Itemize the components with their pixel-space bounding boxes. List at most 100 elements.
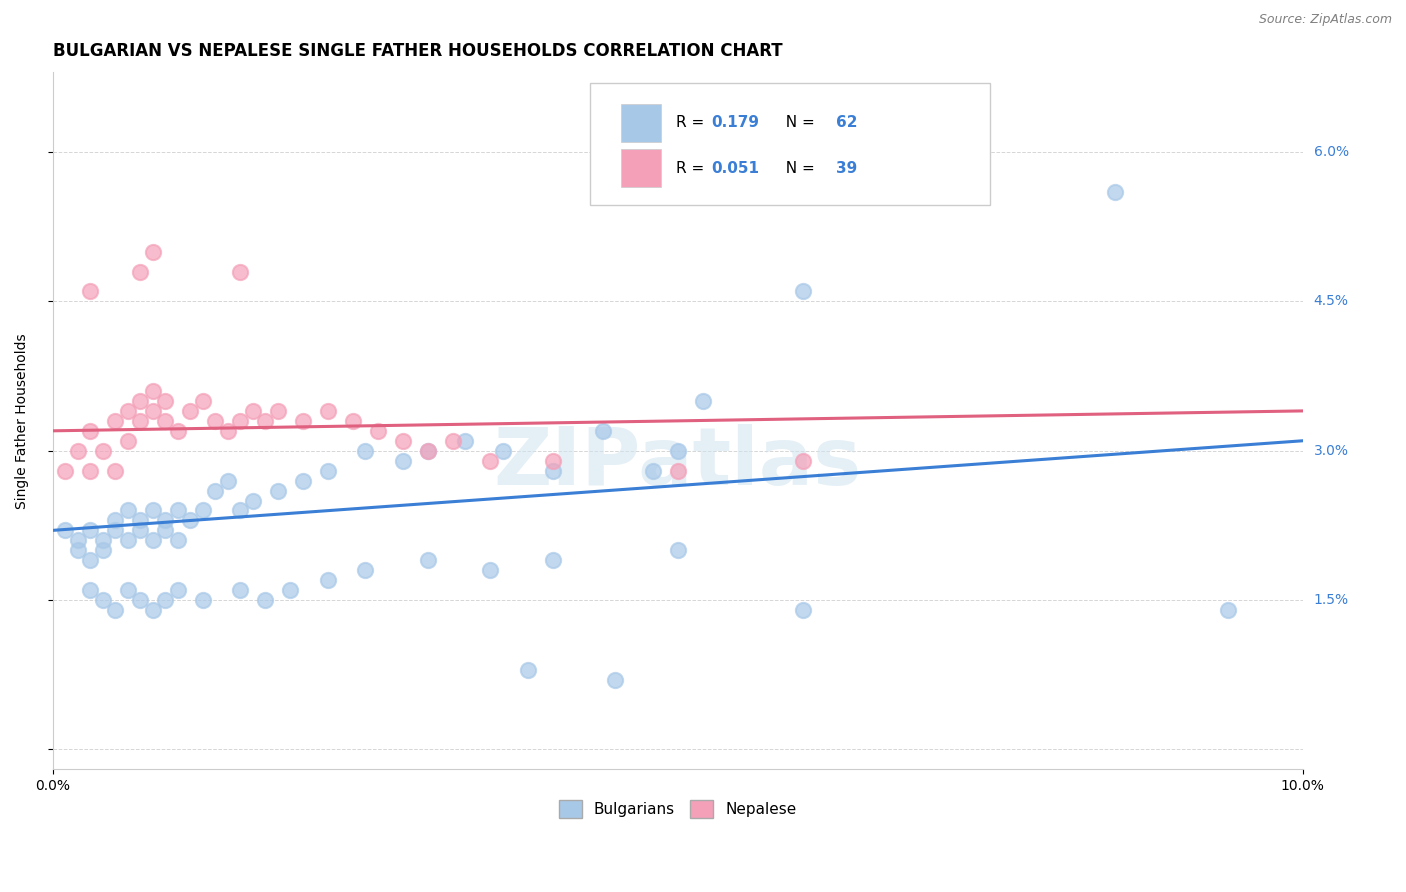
Point	[1104, 185, 1126, 199]
Point	[104, 464, 127, 478]
Text: 6.0%: 6.0%	[1313, 145, 1348, 159]
Point	[104, 513, 127, 527]
Point	[53, 464, 76, 478]
Point	[416, 443, 439, 458]
Point	[229, 503, 252, 517]
Point	[104, 524, 127, 538]
Point	[191, 394, 214, 409]
Point	[79, 583, 101, 598]
Text: 3.0%: 3.0%	[1313, 443, 1348, 458]
Point	[117, 533, 139, 548]
Point	[391, 453, 413, 467]
Point	[242, 404, 264, 418]
Point	[603, 673, 626, 687]
Point	[316, 573, 339, 587]
Point	[217, 474, 239, 488]
Point	[479, 453, 502, 467]
Point	[291, 414, 314, 428]
Point	[541, 464, 564, 478]
Point	[217, 424, 239, 438]
Point	[91, 543, 114, 558]
Point	[129, 524, 152, 538]
Point	[79, 553, 101, 567]
Point	[66, 443, 89, 458]
Point	[229, 264, 252, 278]
Point	[792, 453, 814, 467]
Point	[666, 543, 689, 558]
Point	[104, 414, 127, 428]
Point	[641, 464, 664, 478]
Legend: Bulgarians, Nepalese: Bulgarians, Nepalese	[553, 794, 803, 824]
Point	[441, 434, 464, 448]
Point	[117, 404, 139, 418]
Text: 39: 39	[837, 161, 858, 176]
Point	[179, 513, 201, 527]
Point	[316, 464, 339, 478]
Point	[291, 474, 314, 488]
Point	[153, 414, 176, 428]
Point	[166, 533, 188, 548]
FancyBboxPatch shape	[621, 149, 661, 187]
Point	[367, 424, 389, 438]
Point	[479, 563, 502, 577]
Point	[117, 583, 139, 598]
Text: 0.179: 0.179	[711, 115, 759, 130]
Point	[666, 464, 689, 478]
Point	[142, 503, 165, 517]
Point	[491, 443, 513, 458]
Point	[153, 593, 176, 607]
Point	[129, 414, 152, 428]
Point	[129, 513, 152, 527]
Point	[229, 414, 252, 428]
Point	[66, 543, 89, 558]
Point	[91, 593, 114, 607]
Text: ZIPatlas: ZIPatlas	[494, 424, 862, 501]
Point	[79, 285, 101, 299]
Point	[117, 503, 139, 517]
Point	[266, 404, 288, 418]
Point	[254, 593, 277, 607]
Point	[416, 443, 439, 458]
Text: 62: 62	[837, 115, 858, 130]
Text: N =: N =	[776, 115, 820, 130]
Point	[104, 603, 127, 617]
FancyBboxPatch shape	[621, 103, 661, 142]
Point	[792, 603, 814, 617]
Point	[1216, 603, 1239, 617]
Point	[204, 414, 226, 428]
Text: Source: ZipAtlas.com: Source: ZipAtlas.com	[1258, 13, 1392, 27]
Point	[79, 464, 101, 478]
Point	[592, 424, 614, 438]
Point	[142, 404, 165, 418]
Point	[692, 394, 714, 409]
Point	[541, 453, 564, 467]
Point	[129, 394, 152, 409]
Text: R =: R =	[676, 115, 710, 130]
Point	[354, 563, 377, 577]
Point	[416, 553, 439, 567]
Point	[153, 524, 176, 538]
Point	[354, 443, 377, 458]
Point	[142, 533, 165, 548]
Point	[191, 503, 214, 517]
Point	[254, 414, 277, 428]
Text: BULGARIAN VS NEPALESE SINGLE FATHER HOUSEHOLDS CORRELATION CHART: BULGARIAN VS NEPALESE SINGLE FATHER HOUS…	[52, 42, 782, 60]
Point	[229, 583, 252, 598]
Point	[391, 434, 413, 448]
Point	[142, 603, 165, 617]
Text: R =: R =	[676, 161, 710, 176]
Point	[53, 524, 76, 538]
Point	[666, 443, 689, 458]
Point	[153, 394, 176, 409]
FancyBboxPatch shape	[591, 83, 990, 205]
Text: N =: N =	[776, 161, 820, 176]
Point	[266, 483, 288, 498]
Point	[79, 524, 101, 538]
Point	[166, 583, 188, 598]
Point	[166, 503, 188, 517]
Point	[516, 663, 538, 677]
Point	[129, 264, 152, 278]
Point	[278, 583, 301, 598]
Point	[204, 483, 226, 498]
Point	[242, 493, 264, 508]
